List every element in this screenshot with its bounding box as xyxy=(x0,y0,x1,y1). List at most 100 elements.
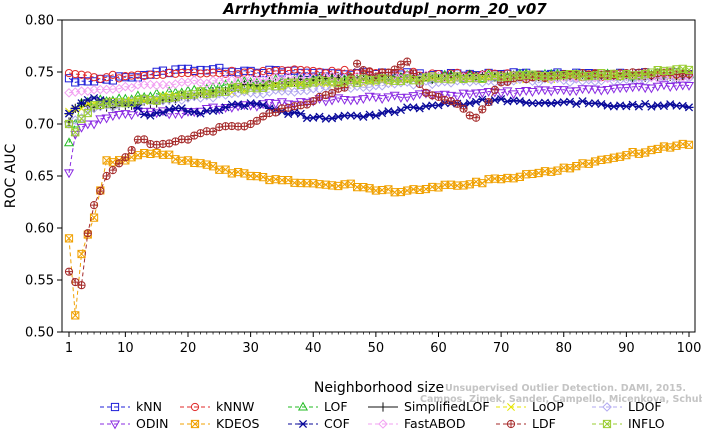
x-tick-label: 100 xyxy=(677,341,702,356)
data-point-marker xyxy=(484,97,493,107)
data-point-marker xyxy=(89,201,99,210)
data-point-marker xyxy=(270,99,281,109)
data-point-marker xyxy=(271,108,280,117)
data-point-marker xyxy=(533,86,544,96)
data-point-marker xyxy=(108,166,117,175)
data-point-marker xyxy=(284,66,293,75)
data-point-marker xyxy=(64,74,74,83)
y-tick-label: 0.65 xyxy=(25,170,54,185)
legend-item-ldf: LDF xyxy=(496,416,556,431)
data-point-marker xyxy=(289,100,300,110)
legend-item-loop: LoOP xyxy=(496,399,564,414)
data-point-marker xyxy=(133,70,142,79)
data-point-marker xyxy=(546,87,557,97)
data-point-marker xyxy=(621,84,632,94)
legend-item-inflo: INFLO xyxy=(592,416,665,431)
x-tick-label: 10 xyxy=(117,341,134,356)
data-point-marker xyxy=(102,75,111,84)
data-point-marker xyxy=(684,69,694,79)
data-point-marker xyxy=(665,100,675,109)
legend-item-lof: LOF xyxy=(288,399,348,414)
data-point-marker xyxy=(63,169,75,179)
x-tick-label: 90 xyxy=(618,341,635,356)
data-point-marker xyxy=(64,68,74,78)
data-point-marker xyxy=(183,64,193,73)
data-point-marker xyxy=(158,79,168,90)
data-point-marker xyxy=(176,77,187,87)
data-point-marker xyxy=(515,97,525,106)
data-point-marker xyxy=(127,145,136,155)
data-point-marker xyxy=(333,72,344,83)
data-point-marker xyxy=(383,93,394,103)
data-point-marker xyxy=(171,65,180,74)
data-point-marker xyxy=(89,73,99,82)
data-point-marker xyxy=(283,86,293,96)
data-point-marker xyxy=(64,234,74,243)
legend-item-fastabod: FastABOD xyxy=(368,416,466,431)
data-point-marker xyxy=(471,113,481,122)
data-point-marker xyxy=(109,420,121,430)
data-point-marker xyxy=(276,98,287,108)
data-point-marker xyxy=(458,89,469,99)
data-point-marker xyxy=(283,110,293,119)
data-point-marker xyxy=(77,281,86,290)
data-point-marker xyxy=(652,82,663,92)
data-point-marker xyxy=(389,91,400,101)
data-point-marker xyxy=(571,87,582,97)
plot-frame xyxy=(61,19,696,333)
data-point-marker xyxy=(202,69,211,78)
data-point-marker xyxy=(507,403,515,411)
data-point-marker xyxy=(77,76,86,86)
data-point-marker xyxy=(298,419,308,429)
data-point-marker xyxy=(402,93,413,103)
data-point-marker xyxy=(71,128,80,137)
data-point-marker xyxy=(383,107,393,116)
data-point-marker xyxy=(233,70,243,79)
data-point-marker xyxy=(289,108,300,117)
data-point-marker xyxy=(558,86,569,96)
data-point-marker xyxy=(152,70,161,80)
x-tick-label: 1 xyxy=(65,341,73,356)
data-point-marker xyxy=(115,159,124,168)
data-point-marker xyxy=(102,171,111,181)
x-axis-label: Neighborhood size xyxy=(314,380,444,396)
data-point-marker xyxy=(70,118,81,128)
series-inflo xyxy=(64,64,694,137)
data-point-marker xyxy=(302,72,312,83)
data-point-marker xyxy=(170,110,181,119)
data-point-marker xyxy=(365,67,374,76)
legend-item-simplifiedlof: SimplifiedLOF xyxy=(368,399,490,414)
data-point-marker xyxy=(183,135,193,144)
data-point-marker xyxy=(678,101,688,110)
data-point-marker xyxy=(377,95,388,104)
legend-label: LDOF xyxy=(628,399,662,414)
legend-item-knnw: kNNW xyxy=(180,399,254,414)
data-point-marker xyxy=(583,85,594,95)
data-point-marker xyxy=(602,419,612,429)
data-point-marker xyxy=(339,95,350,105)
data-point-marker xyxy=(71,69,80,79)
data-point-marker xyxy=(345,96,356,106)
data-point-marker xyxy=(433,91,444,101)
data-point-marker xyxy=(252,89,262,99)
data-point-marker xyxy=(333,94,344,104)
legend-label: INFLO xyxy=(628,416,665,431)
data-point-marker xyxy=(89,213,99,222)
data-point-marker xyxy=(164,110,175,120)
data-point-marker xyxy=(408,92,419,101)
data-point-marker xyxy=(189,75,200,86)
data-point-marker xyxy=(64,109,74,118)
data-point-marker xyxy=(64,267,74,276)
data-point-marker xyxy=(208,127,218,136)
data-point-marker xyxy=(352,111,362,120)
data-point-marker xyxy=(146,70,155,79)
data-point-marker xyxy=(677,81,688,91)
data-point-marker xyxy=(309,97,318,106)
data-point-marker xyxy=(145,79,156,90)
data-point-marker xyxy=(364,92,375,102)
data-point-marker xyxy=(140,71,149,81)
series-line xyxy=(68,143,690,316)
data-point-marker xyxy=(139,110,149,119)
data-point-marker xyxy=(195,78,206,88)
legend-item-knn: kNN xyxy=(100,399,162,414)
